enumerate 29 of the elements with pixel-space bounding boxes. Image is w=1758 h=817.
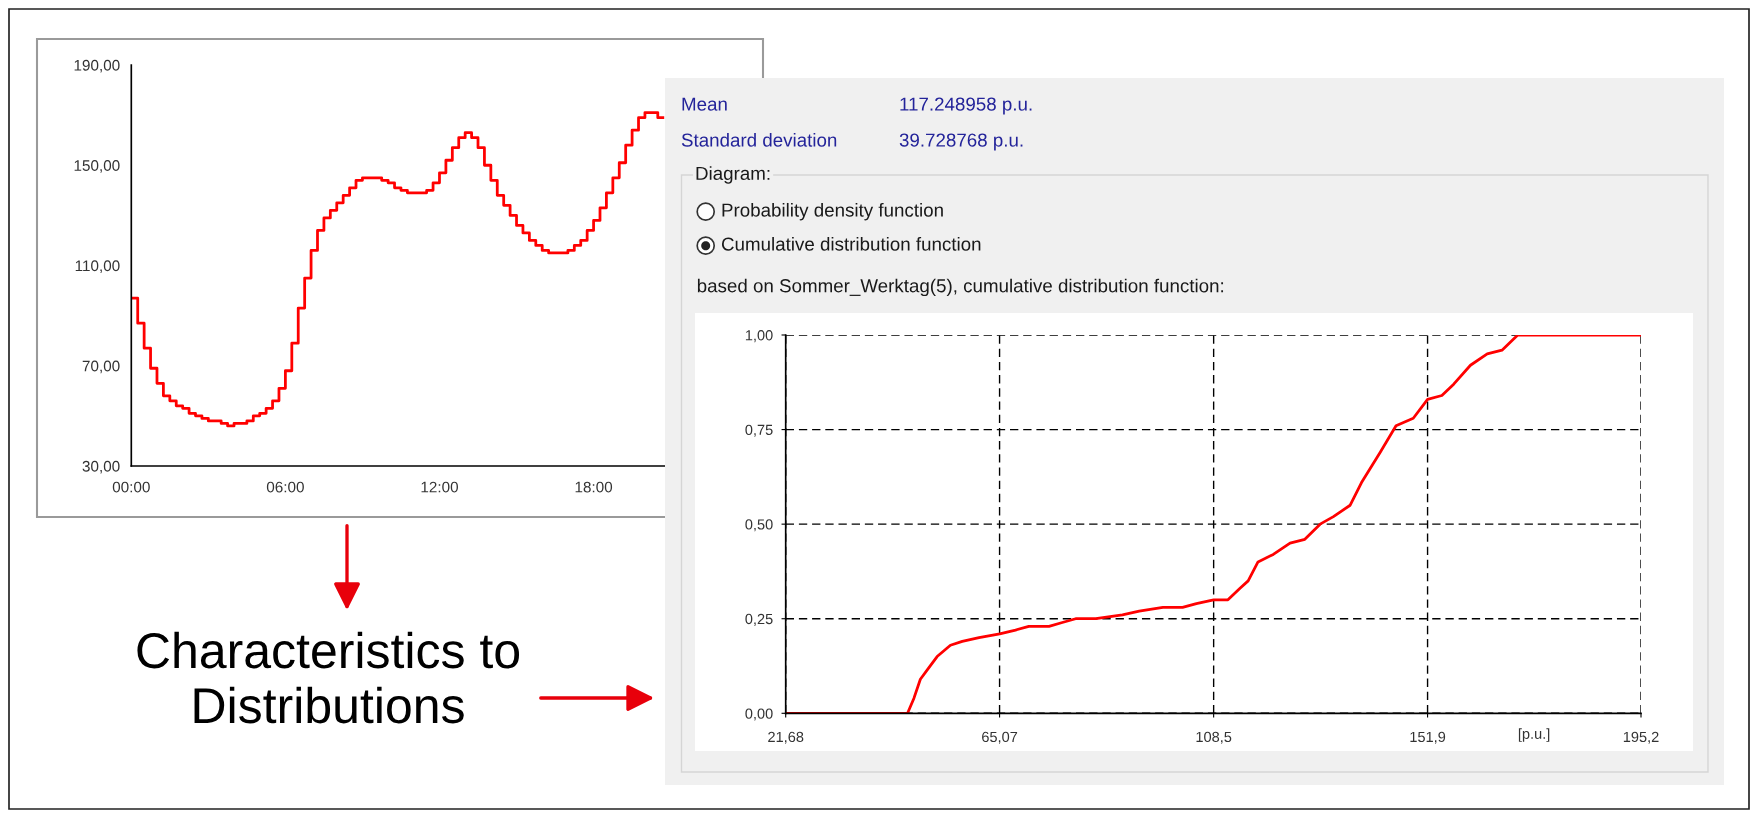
text: Probability density function xyxy=(722,202,943,221)
text: Standard deviation xyxy=(681,132,837,147)
y-tick-label: 0,25 xyxy=(745,613,773,626)
x-tick-label: 108,5 xyxy=(1196,731,1232,744)
x-tick-label: 21,68 xyxy=(768,731,804,744)
x-tick-label: 12:00 xyxy=(421,481,458,493)
x-tick-label: 195,2 xyxy=(1623,731,1659,744)
text: Mean xyxy=(682,97,727,111)
y-tick-label: 30,00 xyxy=(82,460,120,474)
y-tick-label: 0,50 xyxy=(745,519,773,532)
y-tick-label: 110,00 xyxy=(75,260,120,273)
y-tick-label: 1,00 xyxy=(745,330,773,343)
x-tick-label: 00:00 xyxy=(112,481,150,493)
text: Cumulative distribution function xyxy=(721,236,981,251)
y-tick-label: 0,00 xyxy=(745,708,773,721)
x-axis-title: [p.u.] xyxy=(1518,728,1550,742)
text: Diagram: xyxy=(696,166,770,184)
text: 39.728768 p.u. xyxy=(899,133,1023,151)
y-tick-label: 70,00 xyxy=(82,360,120,374)
text: 117.248958 p.u. xyxy=(900,97,1032,115)
text: Characteristics to Distributions xyxy=(137,631,520,724)
x-tick-label: 06:00 xyxy=(266,481,304,493)
chart-title: based on Sommer_Werktag(5), cumulative distribution function: xyxy=(697,278,1224,297)
y-tick-label: 190,00 xyxy=(74,59,120,73)
x-tick-label: 151,9 xyxy=(1410,731,1446,744)
y-tick-label: 150,00 xyxy=(74,160,120,173)
y-tick-label: 0,75 xyxy=(745,424,773,437)
x-tick-label: 18:00 xyxy=(575,481,613,493)
x-tick-label: 65,07 xyxy=(982,731,1018,744)
